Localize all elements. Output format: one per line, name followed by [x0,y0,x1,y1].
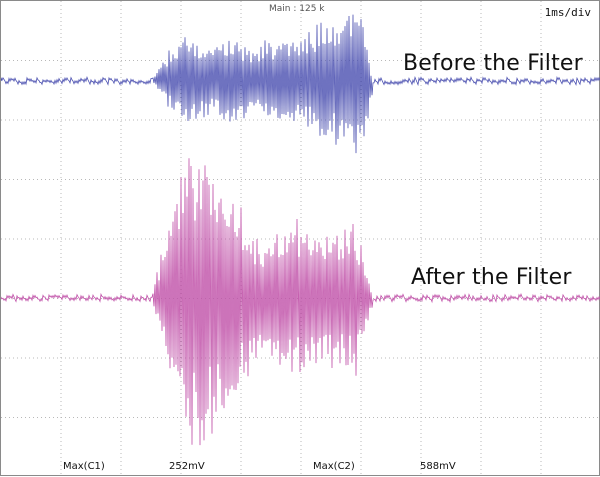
trace-label-before: Before the Filter [403,51,583,76]
acquisition-info: Main : 125 k [269,4,325,14]
trace-label-after: After the Filter [411,265,572,290]
timebase-label: 1ms/div [544,6,591,19]
trace-after-filter [1,158,600,446]
measurement-name-c2: Max(C2) [313,461,355,472]
trace-before-filter [1,14,600,154]
measurement-value-c1: 252mV [169,461,205,472]
measurement-value-c2: 588mV [420,461,456,472]
measurement-name-c1: Max(C1) [63,461,105,472]
